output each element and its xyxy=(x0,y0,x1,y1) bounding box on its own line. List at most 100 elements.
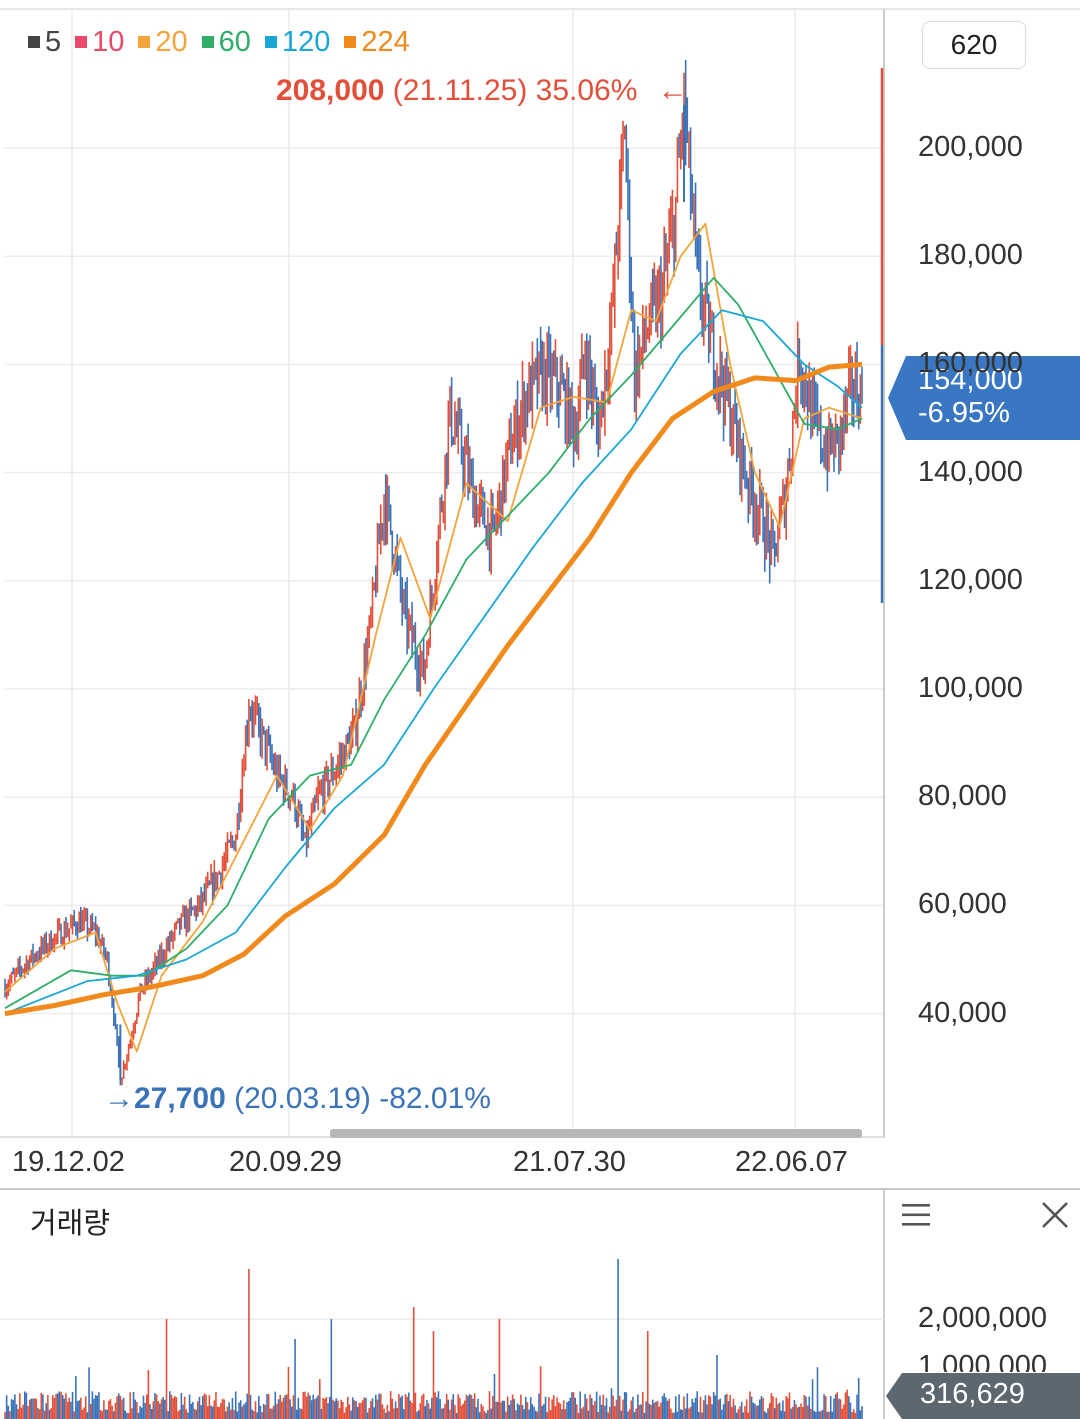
volume-bar xyxy=(295,1409,298,1419)
volume-bar xyxy=(254,1401,257,1419)
volume-bar xyxy=(819,1411,822,1419)
price-gridlines xyxy=(5,147,884,1015)
legend-label: 5 xyxy=(45,25,62,58)
volume-bar xyxy=(32,1398,34,1419)
volume-bar xyxy=(361,1400,364,1419)
volume-bar xyxy=(699,1396,702,1419)
volume-bar xyxy=(406,1396,408,1419)
legend-ma-60[interactable]: 60 xyxy=(201,26,251,59)
price-tag-shape xyxy=(888,356,1080,440)
legend-ma-10[interactable]: 10 xyxy=(75,26,124,59)
horizontal-scrollbar[interactable] xyxy=(330,1129,862,1138)
volume-bar xyxy=(561,1409,563,1419)
volume-bar xyxy=(488,1391,491,1419)
volume-bar xyxy=(572,1392,575,1419)
volume-bar xyxy=(838,1398,840,1419)
volume-bar xyxy=(762,1397,764,1419)
volume-bar xyxy=(42,1394,44,1419)
volume-bar xyxy=(365,1397,367,1419)
volume-bar xyxy=(78,1400,80,1419)
close-icon[interactable] xyxy=(1040,1200,1070,1230)
volume-bar xyxy=(757,1405,759,1419)
volume-bar xyxy=(325,1396,328,1419)
volume-bar xyxy=(602,1394,605,1419)
volume-bar xyxy=(20,1407,23,1419)
volume-bar xyxy=(142,1395,145,1419)
volume-bar xyxy=(19,1393,21,1419)
volume-bar xyxy=(688,1408,690,1419)
volume-bar xyxy=(609,1406,611,1419)
volume-bar xyxy=(465,1394,468,1419)
volume-bar xyxy=(343,1412,346,1419)
volume-bar xyxy=(477,1398,479,1419)
legend-ma-5[interactable]: 5 xyxy=(28,26,61,59)
volume-bar xyxy=(165,1319,168,1419)
volume-bar xyxy=(582,1406,585,1419)
volume-bar xyxy=(454,1405,456,1419)
volume-bar xyxy=(508,1404,511,1419)
volume-bar xyxy=(309,1395,311,1419)
volume-bar xyxy=(818,1411,820,1419)
volume-bar xyxy=(28,1399,31,1419)
volume-bar xyxy=(815,1411,817,1419)
volume-bar xyxy=(554,1406,557,1419)
volume-bar xyxy=(33,1398,36,1419)
volume-bar xyxy=(205,1394,207,1419)
legend-swatch xyxy=(138,36,151,48)
volume-bar xyxy=(763,1411,766,1419)
volume-bar xyxy=(427,1403,430,1419)
volume-bar xyxy=(566,1402,568,1419)
volume-bar xyxy=(238,1402,240,1419)
volume-bar xyxy=(673,1412,675,1419)
price-series xyxy=(4,60,863,1086)
volume-bar xyxy=(132,1391,135,1419)
volume-bar xyxy=(70,1401,72,1419)
volume-bar xyxy=(432,1331,435,1419)
volume-bar xyxy=(399,1397,402,1419)
volume-bar xyxy=(457,1394,460,1419)
volume-bar xyxy=(200,1405,202,1419)
legend-ma-224[interactable]: 224 xyxy=(344,26,410,59)
volume-bar xyxy=(294,1339,296,1419)
volume-bar xyxy=(833,1398,835,1419)
volume-bar xyxy=(632,1396,634,1419)
volume-bar xyxy=(635,1408,638,1419)
menu-icon[interactable] xyxy=(900,1202,932,1228)
volume-bar xyxy=(510,1400,512,1419)
volume-bar xyxy=(412,1307,415,1419)
volume-bar xyxy=(350,1410,352,1419)
volume-bar xyxy=(755,1405,758,1419)
volume-bar xyxy=(707,1395,710,1419)
volume-bar xyxy=(150,1409,153,1419)
volume-bar xyxy=(368,1407,371,1419)
volume-bar xyxy=(253,1411,255,1419)
high-price-annotation: 208,000 (21.11.25) 35.06% ← xyxy=(276,74,688,108)
volume-bar xyxy=(396,1407,399,1419)
volume-bar xyxy=(281,1401,283,1419)
legend-ma-20[interactable]: 20 xyxy=(138,26,188,59)
volume-bar xyxy=(317,1395,319,1419)
period-selector[interactable]: 620 xyxy=(922,21,1026,69)
volume-bar xyxy=(356,1406,359,1419)
legend-ma-120[interactable]: 120 xyxy=(264,26,330,59)
volume-bar xyxy=(53,1397,56,1419)
volume-bar xyxy=(579,1391,581,1419)
volume-bar xyxy=(22,1404,24,1419)
volume-bar xyxy=(63,1398,66,1419)
volume-bar xyxy=(684,1408,687,1419)
volume-bar xyxy=(10,1399,13,1419)
volume-bar xyxy=(112,1411,115,1419)
volume-bar xyxy=(828,1411,830,1419)
volume-bar xyxy=(605,1398,608,1419)
volume-bar xyxy=(495,1401,497,1419)
volume-bar xyxy=(506,1396,509,1419)
volume-bar xyxy=(750,1396,753,1419)
volume-bar xyxy=(816,1367,819,1419)
volume-bar xyxy=(5,1395,8,1419)
volume-bar xyxy=(302,1391,305,1419)
volume-bar xyxy=(668,1398,670,1419)
volume-bar xyxy=(45,1403,48,1419)
volume-bar xyxy=(229,1409,232,1419)
volume-bar xyxy=(335,1398,338,1419)
